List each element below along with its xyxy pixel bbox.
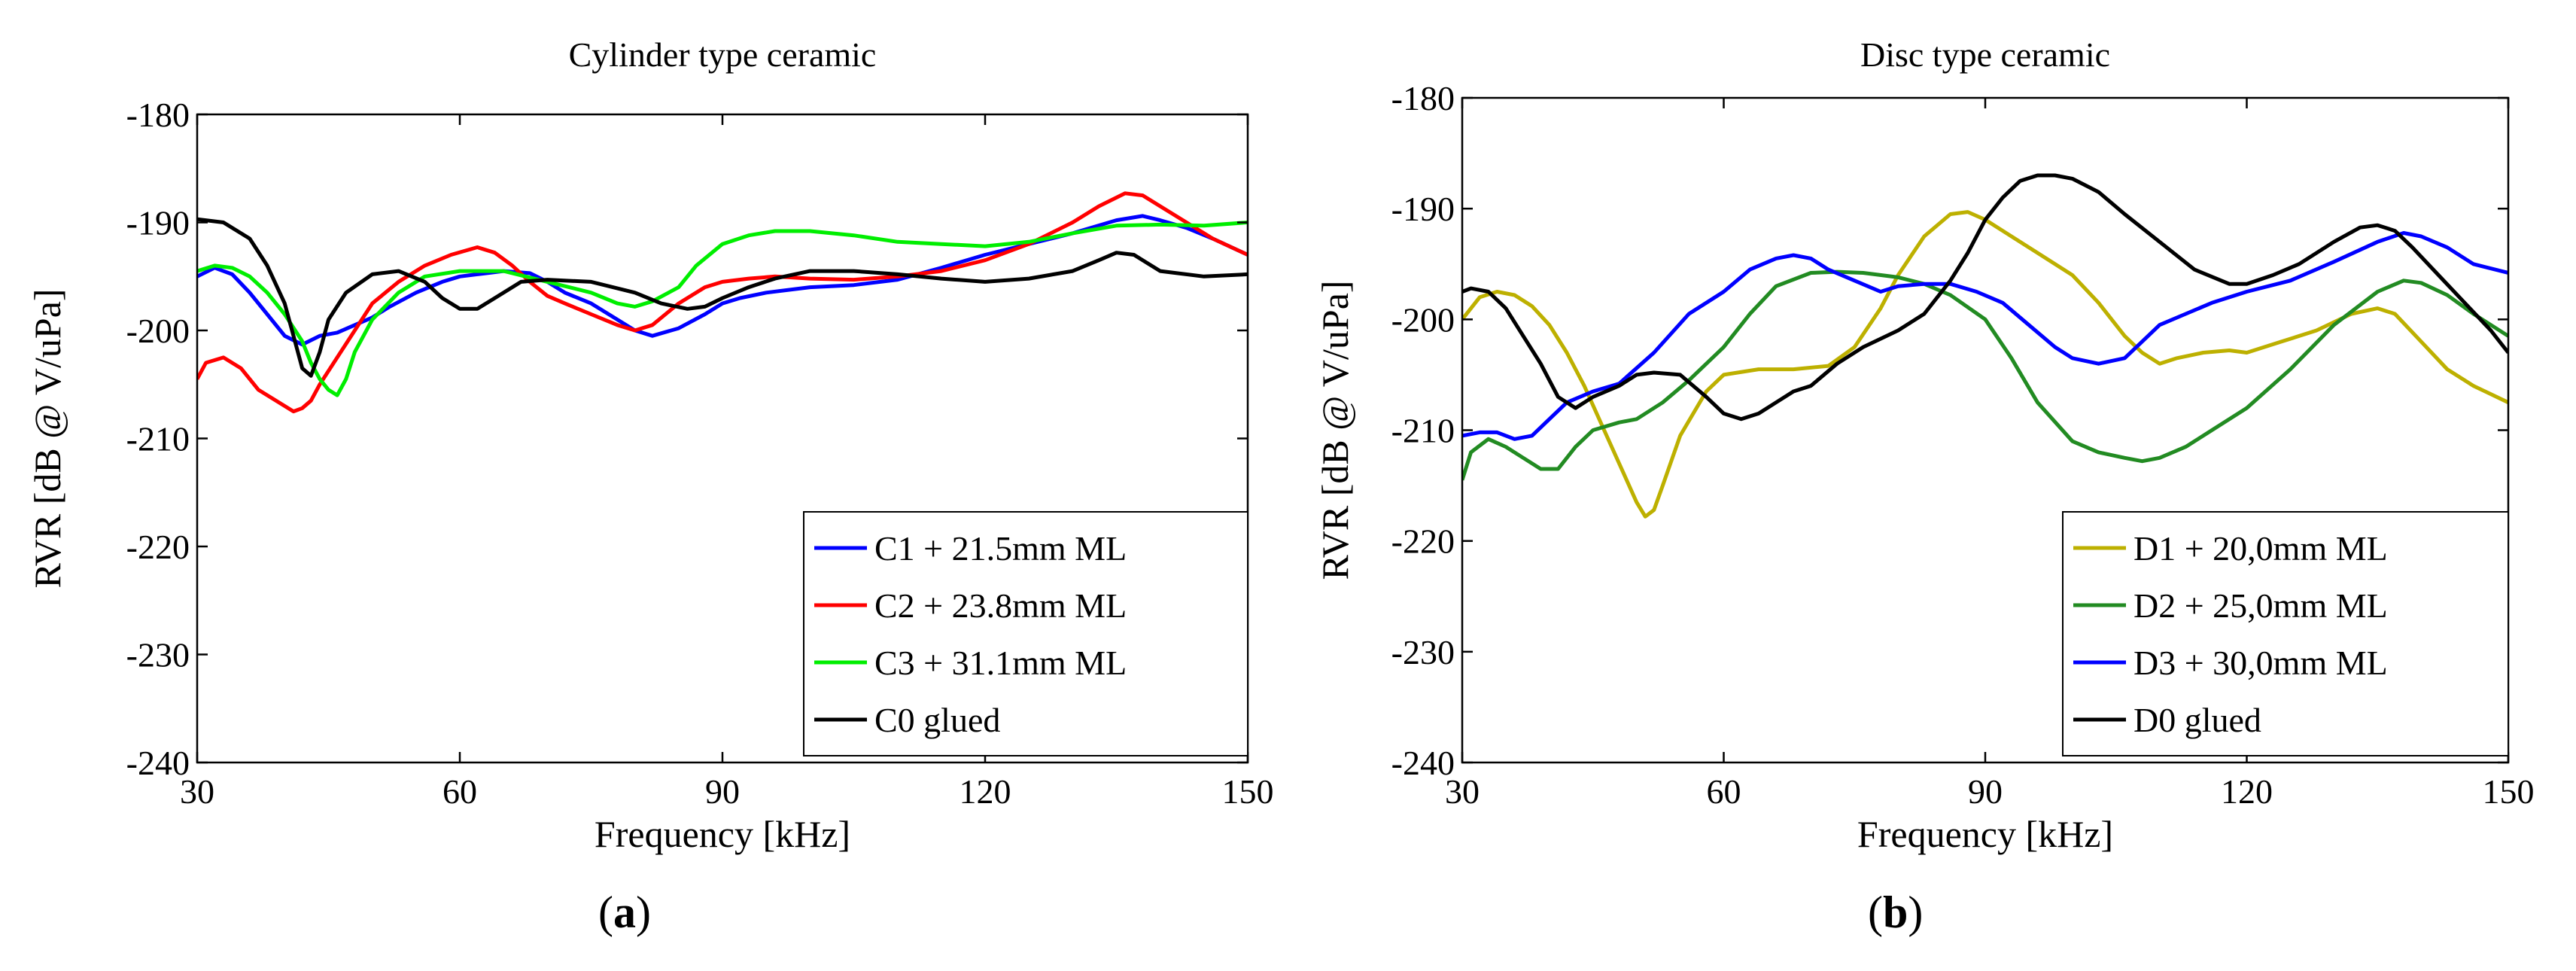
legend-entry: D3 + 30,0mm ML [2133,644,2388,682]
y-tick-label: -240 [1391,744,1455,782]
x-tick-label: 30 [1445,772,1480,811]
series-line-4 [197,217,1248,378]
series-line-1 [1462,210,2508,519]
series-line-4 [1462,173,2508,422]
y-axis-label: RVR [dB @ V/uPa] [26,288,68,588]
chart-title: Disc type ceramic [1860,35,2110,74]
legend: D1 + 20,0mm ML D2 + 25,0mm ML D3 + 30,0mm … [2062,511,2509,756]
y-tick-label: -230 [1391,633,1455,671]
legend-entry: C1 + 21.5mm ML [874,529,1127,568]
y-tick-label: -200 [1391,300,1455,339]
y-tick-label: -230 [126,636,190,674]
y-tick-label: -220 [1391,522,1455,561]
y-tick-label: -190 [1391,190,1455,228]
series-line-3 [197,221,1248,397]
legend-entry: C0 glued [874,701,1000,739]
series-group [197,191,1248,414]
subfigure-label-b: (b) [1868,887,1924,937]
legend-entry: D2 + 25,0mm ML [2133,586,2388,625]
x-tick-label: 60 [1707,772,1741,811]
y-tick-label: -180 [126,96,190,134]
x-tick-label: 90 [705,772,740,811]
x-tick-label: 120 [960,772,1011,811]
series-group [1462,173,2508,519]
series-line-3 [1462,231,2508,441]
series-line-2 [197,191,1248,414]
y-tick-label: -220 [126,528,190,566]
x-tick-label: 30 [180,772,214,811]
x-tick-label: 150 [1222,772,1274,811]
y-tick-label: -180 [1391,79,1455,117]
x-axis-label: Frequency [kHz] [1857,813,2113,855]
x-tick-label: 90 [1968,772,2003,811]
series-line-2 [1462,269,2508,481]
panel-disc: Disc type ceramic 30 60 90 120 150 -240 -230 -22… [1288,0,2576,887]
legend-entry: D1 + 20,0mm ML [2133,529,2388,568]
y-tick-label: -210 [126,420,190,458]
legend: C1 + 21.5mm ML C2 + 23.8mm ML C3 + 31.1mm … [803,511,1248,756]
legend-box [2062,511,2509,756]
x-tick-label: 150 [2483,772,2535,811]
x-tick-label: 120 [2221,772,2273,811]
y-tick-label: -240 [126,744,190,782]
x-axis-label: Frequency [kHz] [595,813,850,855]
legend-entry: C3 + 31.1mm ML [874,644,1127,682]
subfigure-label-a: (a) [598,887,651,937]
y-axis-label: RVR [dB @ V/uPa] [1314,280,1356,580]
x-tick-label: 60 [443,772,477,811]
legend-box [803,511,1248,756]
chart-title: Cylinder type ceramic [569,35,877,74]
chart-cylinder: Cylinder type ceramic 30 60 90 120 150 -240 -23… [26,35,1274,855]
y-tick-label: -190 [126,204,190,242]
legend-entry: C2 + 23.8mm ML [874,586,1127,625]
y-tick-label: -200 [126,312,190,350]
panel-cylinder: Cylinder type ceramic 30 60 90 120 150 -240 -23… [0,0,1288,887]
legend-entry: D0 glued [2133,701,2261,739]
chart-disc: Disc type ceramic 30 60 90 120 150 -240 -230 -22… [1314,35,2535,855]
y-tick-label: -210 [1391,412,1455,450]
